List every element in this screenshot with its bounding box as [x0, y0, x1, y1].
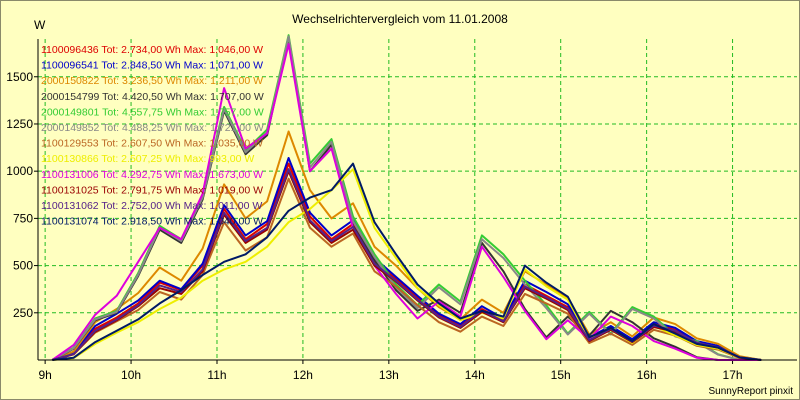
series-line-1100131074 — [52, 162, 762, 361]
x-tick-label: 11h — [207, 368, 226, 382]
y-tick-label: 1250 — [6, 117, 33, 131]
legend-entry-1100129553: 1100129553 Tot: 2.607,50 Wh Max: 1.035,0… — [41, 138, 263, 150]
legend-entry-1100130866: 1100130866 Tot: 2.507,25 Wh Max: 993,00 … — [41, 153, 254, 165]
y-tick-label: 1000 — [6, 164, 33, 178]
x-tick-label: 15h — [551, 368, 571, 382]
legend-entry-1100096541: 1100096541 Tot: 2.848,50 Wh Max: 1.071,0… — [41, 60, 263, 72]
y-tick-label: 500 — [13, 259, 33, 273]
legend-entry-2000154799: 2000154799 Tot: 4.420,50 Wh Max: 1.707,0… — [41, 91, 264, 103]
series-line-2000154799 — [51, 36, 762, 361]
x-tick-label: 10h — [121, 368, 141, 382]
legend-entry-1100131062: 1100131062 Tot: 2.752,00 Wh Max: 1.011,0… — [41, 200, 262, 212]
axes — [37, 39, 797, 361]
chart-title: Wechselrichtervergleich vom 11.01.2008 — [292, 12, 508, 26]
legend: 1100096436 Tot: 2.734,00 Wh Max: 1.046,0… — [41, 44, 264, 228]
legend-entry-1100131074: 1100131074 Tot: 2.918,50 Wh Max: 1.040,0… — [41, 216, 263, 228]
series-line-2000150822 — [51, 130, 762, 361]
legend-entry-1100131006: 1100131006 Tot: 4.292,75 Wh Max: 1.673,0… — [41, 169, 263, 181]
y-tick-label: 250 — [13, 306, 33, 320]
x-tick-label: 9h — [38, 368, 51, 382]
axis-ticks: 9h 10h 11h 12h 13h 14h 15h 16h 17h 250 500 750 1000 1… — [6, 70, 742, 382]
legend-entry-1100096436: 1100096436 Tot: 2.734,00 Wh Max: 1.046,0… — [41, 44, 263, 56]
x-tick-label: 17h — [723, 368, 743, 382]
footer-credit: SunnyReport pinxit — [709, 386, 794, 397]
y-axis-label: W — [34, 18, 46, 32]
series-layer — [51, 34, 762, 361]
legend-entry-2000150822: 2000150822 Tot: 3.236,50 Wh Max: 1.211,0… — [41, 75, 263, 87]
x-tick-label: 13h — [379, 368, 399, 382]
legend-entry-2000149801: 2000149801 Tot: 4.557,75 Wh Max: 1.757,0… — [41, 106, 264, 118]
legend-entry-1100131025: 1100131025 Tot: 2.791,75 Wh Max: 1.019,0… — [41, 184, 263, 196]
x-tick-label: 16h — [637, 368, 657, 382]
y-tick-label: 750 — [13, 211, 33, 225]
x-tick-label: 14h — [465, 368, 485, 382]
legend-entry-2000149852: 2000149852 Tot: 4.488,25 Wh Max: 1.721,0… — [41, 122, 264, 134]
y-tick-label: 1500 — [6, 70, 33, 84]
x-tick-label: 12h — [293, 368, 313, 382]
